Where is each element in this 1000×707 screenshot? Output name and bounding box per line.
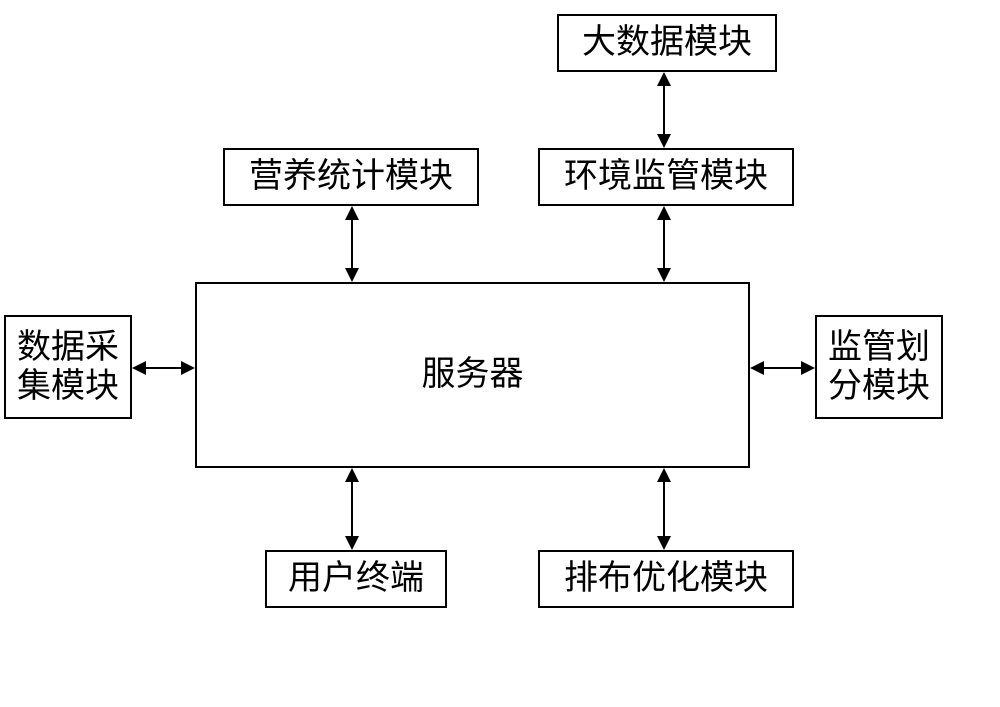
- edge-layout-server-head-up: [657, 468, 671, 482]
- node-server-label: 服务器: [422, 355, 524, 394]
- node-supervise-divide-label-2: 分模块: [828, 367, 930, 406]
- node-env-monitor: 环境监管模块: [538, 148, 794, 206]
- edge-data-server: [146, 367, 181, 369]
- node-user-terminal: 用户终端: [265, 550, 447, 608]
- edge-env-server-head-up: [657, 206, 671, 220]
- node-server: 服务器: [195, 282, 750, 468]
- edge-layout-server: [663, 482, 665, 536]
- node-big-data: 大数据模块: [557, 14, 777, 72]
- edge-data-server-head-right: [181, 361, 195, 375]
- edge-user-server: [351, 482, 353, 536]
- node-nutrition-label: 营养统计模块: [249, 157, 453, 196]
- edge-nutrition-server-head-down: [345, 268, 359, 282]
- edge-bigdata-env-head-down: [657, 134, 671, 148]
- node-data-collect-label-1: 数据采: [17, 328, 119, 367]
- node-user-terminal-label: 用户终端: [288, 559, 424, 598]
- edge-env-server-head-down: [657, 268, 671, 282]
- node-env-monitor-label: 环境监管模块: [564, 157, 768, 196]
- node-supervise-divide-label-1: 监管划: [828, 328, 930, 367]
- edge-bigdata-env-head-up: [657, 72, 671, 86]
- node-nutrition: 营养统计模块: [223, 148, 479, 206]
- edge-user-server-head-down: [345, 536, 359, 550]
- edge-user-server-head-up: [345, 468, 359, 482]
- edge-supervise-server: [764, 367, 801, 369]
- edge-nutrition-server: [351, 220, 353, 268]
- edge-nutrition-server-head-up: [345, 206, 359, 220]
- node-big-data-label: 大数据模块: [582, 23, 752, 62]
- edge-bigdata-env: [663, 86, 665, 134]
- edge-supervise-server-head-left: [750, 361, 764, 375]
- diagram-canvas: 服务器 大数据模块 环境监管模块 营养统计模块 数据采 集模块 监管划 分模块 …: [0, 0, 1000, 707]
- edge-env-server: [663, 220, 665, 268]
- edge-data-server-head-left: [132, 361, 146, 375]
- edge-supervise-server-head-right: [801, 361, 815, 375]
- node-data-collect: 数据采 集模块: [4, 315, 132, 419]
- node-layout-opt: 排布优化模块: [538, 550, 794, 608]
- edge-layout-server-head-down: [657, 536, 671, 550]
- node-layout-opt-label: 排布优化模块: [564, 559, 768, 598]
- node-data-collect-label-2: 集模块: [17, 367, 119, 406]
- node-supervise-divide: 监管划 分模块: [815, 315, 943, 419]
